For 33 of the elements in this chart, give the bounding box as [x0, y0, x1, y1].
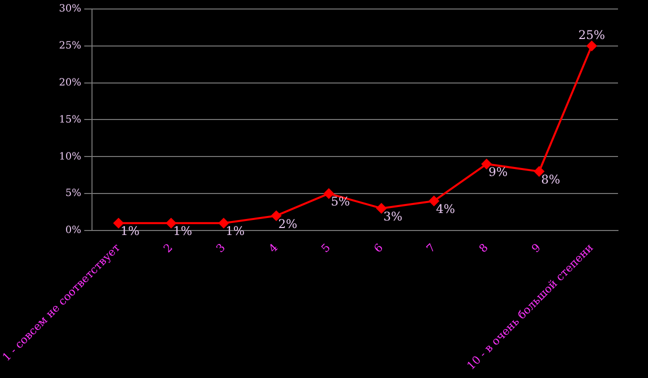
- x-tick-label: 3: [214, 241, 228, 256]
- data-label: 4%: [436, 202, 456, 216]
- point: [534, 166, 544, 176]
- data-label: 3%: [383, 209, 402, 224]
- y-tick-label: 5%: [65, 188, 82, 200]
- data-label: 5%: [330, 194, 350, 209]
- data-label: 8%: [541, 172, 560, 187]
- data-label: 1%: [173, 224, 192, 238]
- y-tick-label: 25%: [59, 40, 82, 52]
- data-label: 9%: [488, 165, 508, 180]
- point: [271, 210, 282, 221]
- y-tick-label: 20%: [59, 77, 82, 88]
- point: [166, 218, 176, 228]
- point: [218, 218, 229, 228]
- y-tick-label: 15%: [59, 114, 82, 126]
- y-tick-label: 10%: [59, 151, 82, 162]
- x-tick-label: 5: [318, 241, 333, 256]
- data-label: 25%: [578, 28, 606, 42]
- point: [428, 196, 439, 206]
- point: [586, 40, 597, 51]
- y-tick-label: 30%: [59, 4, 82, 15]
- x-tick-label: 2: [161, 241, 176, 256]
- x-tick-label: 6: [371, 241, 386, 256]
- y-tick-label: 0%: [65, 225, 82, 236]
- data-label: 1%: [226, 224, 245, 238]
- point: [114, 218, 124, 228]
- data-label: 2%: [278, 216, 298, 231]
- x-tick-label: 8: [476, 241, 491, 256]
- x-tick-label: 4: [266, 241, 280, 256]
- x-tick-label: 9: [529, 241, 544, 256]
- data-label: 1%: [120, 224, 140, 238]
- point: [376, 203, 386, 214]
- x-tick-label: 7: [424, 241, 438, 256]
